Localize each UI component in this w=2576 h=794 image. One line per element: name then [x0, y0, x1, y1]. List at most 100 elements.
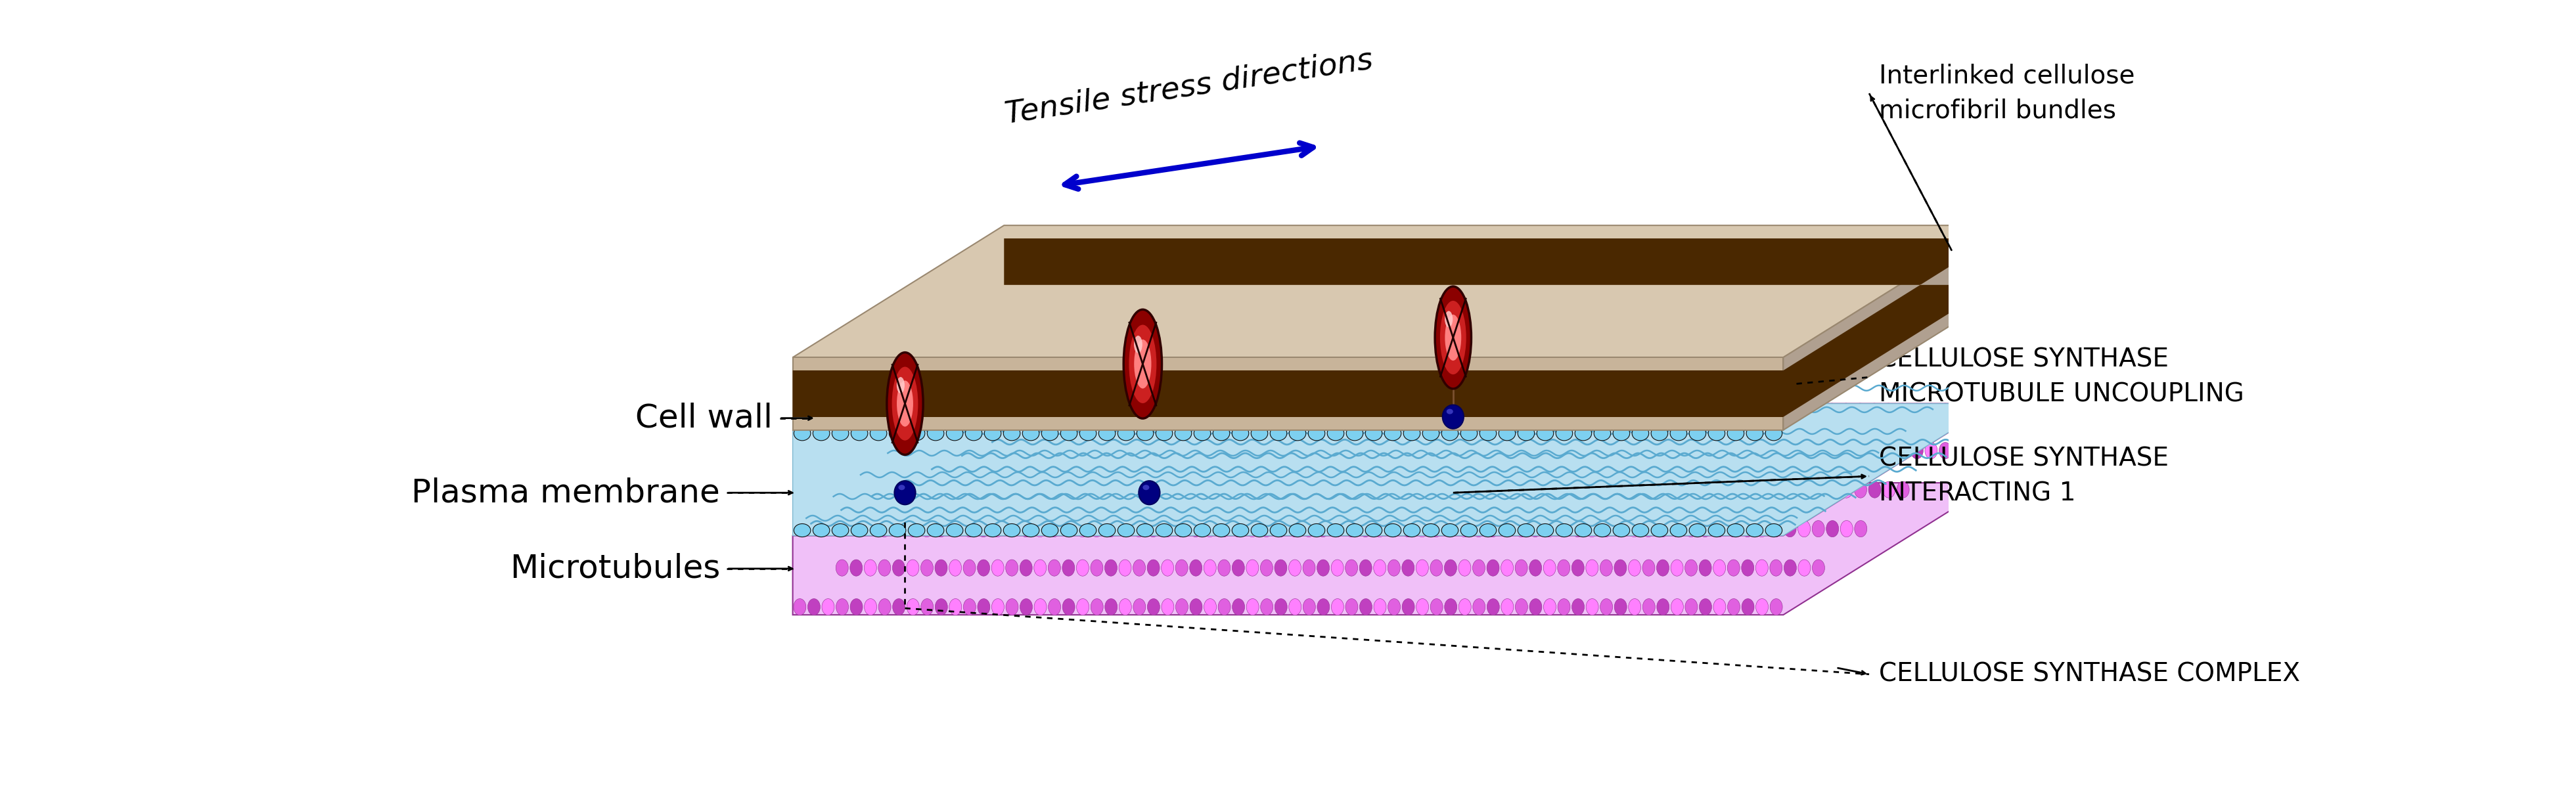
Ellipse shape	[1430, 403, 1443, 420]
Ellipse shape	[1288, 403, 1301, 420]
Ellipse shape	[1672, 560, 1682, 576]
Ellipse shape	[1574, 524, 1592, 537]
Ellipse shape	[1303, 560, 1316, 576]
Ellipse shape	[1515, 521, 1528, 537]
Ellipse shape	[1741, 442, 1754, 459]
Polygon shape	[793, 225, 1994, 357]
Ellipse shape	[1079, 426, 1097, 441]
Ellipse shape	[1868, 481, 1880, 498]
Ellipse shape	[1020, 599, 1033, 615]
Ellipse shape	[976, 599, 989, 615]
Ellipse shape	[1175, 599, 1188, 615]
Ellipse shape	[1123, 310, 1162, 418]
Ellipse shape	[1033, 403, 1046, 420]
Ellipse shape	[1783, 442, 1795, 459]
Ellipse shape	[1231, 403, 1244, 420]
Ellipse shape	[1417, 481, 1427, 498]
Ellipse shape	[1097, 524, 1115, 537]
Ellipse shape	[1486, 442, 1499, 459]
Ellipse shape	[1783, 481, 1795, 498]
Ellipse shape	[793, 599, 806, 615]
Ellipse shape	[984, 426, 1002, 441]
Ellipse shape	[1345, 442, 1358, 459]
Ellipse shape	[1538, 426, 1553, 441]
Ellipse shape	[1981, 403, 1994, 420]
Ellipse shape	[1749, 294, 1765, 309]
Ellipse shape	[1741, 403, 1754, 420]
Ellipse shape	[1473, 481, 1484, 498]
Ellipse shape	[1587, 521, 1597, 537]
Ellipse shape	[1558, 294, 1574, 309]
Ellipse shape	[1118, 524, 1133, 537]
Ellipse shape	[1288, 599, 1301, 615]
Ellipse shape	[1231, 442, 1244, 459]
Ellipse shape	[1162, 442, 1172, 459]
Ellipse shape	[1839, 481, 1852, 498]
Ellipse shape	[1146, 403, 1159, 420]
Ellipse shape	[1430, 521, 1443, 537]
Ellipse shape	[1595, 426, 1610, 441]
Ellipse shape	[866, 599, 876, 615]
Ellipse shape	[1048, 599, 1061, 615]
Ellipse shape	[1883, 403, 1896, 420]
Ellipse shape	[1458, 521, 1471, 537]
Ellipse shape	[1033, 521, 1046, 537]
Ellipse shape	[1048, 560, 1061, 576]
Ellipse shape	[1615, 521, 1625, 537]
Ellipse shape	[1005, 403, 1018, 420]
Ellipse shape	[1556, 524, 1571, 537]
Ellipse shape	[1615, 560, 1625, 576]
Ellipse shape	[1190, 521, 1203, 537]
Ellipse shape	[1651, 524, 1667, 537]
Ellipse shape	[1247, 599, 1260, 615]
Ellipse shape	[1128, 325, 1157, 403]
Ellipse shape	[1139, 481, 1159, 505]
Ellipse shape	[1855, 521, 1868, 537]
Ellipse shape	[1741, 560, 1754, 576]
Ellipse shape	[1316, 403, 1329, 420]
Ellipse shape	[1373, 599, 1386, 615]
Ellipse shape	[1839, 403, 1852, 420]
Ellipse shape	[1798, 403, 1811, 420]
Ellipse shape	[1700, 599, 1710, 615]
Ellipse shape	[1528, 403, 1540, 420]
Ellipse shape	[1020, 560, 1033, 576]
Ellipse shape	[1316, 560, 1329, 576]
Ellipse shape	[1556, 442, 1569, 459]
Ellipse shape	[1288, 481, 1301, 498]
Ellipse shape	[1502, 560, 1512, 576]
Ellipse shape	[837, 599, 848, 615]
Ellipse shape	[1445, 481, 1455, 498]
Ellipse shape	[963, 521, 976, 537]
Ellipse shape	[1121, 294, 1136, 309]
Ellipse shape	[1713, 442, 1726, 459]
Ellipse shape	[1213, 524, 1229, 537]
Ellipse shape	[1105, 599, 1118, 615]
Ellipse shape	[1275, 560, 1288, 576]
Ellipse shape	[1175, 403, 1188, 420]
Ellipse shape	[1118, 521, 1131, 537]
Ellipse shape	[894, 481, 914, 505]
Ellipse shape	[1515, 403, 1528, 420]
Ellipse shape	[1401, 521, 1414, 537]
Ellipse shape	[1244, 403, 1257, 420]
Ellipse shape	[1754, 403, 1767, 420]
Ellipse shape	[1741, 521, 1754, 537]
Ellipse shape	[1698, 442, 1710, 459]
Ellipse shape	[1146, 481, 1159, 498]
Ellipse shape	[1327, 524, 1345, 537]
Ellipse shape	[1061, 524, 1077, 537]
Ellipse shape	[1213, 426, 1229, 441]
Ellipse shape	[992, 442, 1005, 459]
Ellipse shape	[1401, 599, 1414, 615]
Ellipse shape	[1713, 599, 1726, 615]
Ellipse shape	[1628, 403, 1641, 420]
Ellipse shape	[1332, 521, 1342, 537]
Ellipse shape	[902, 415, 907, 419]
Ellipse shape	[1473, 599, 1486, 615]
Ellipse shape	[1332, 599, 1345, 615]
Ellipse shape	[1061, 403, 1074, 420]
Ellipse shape	[1288, 560, 1301, 576]
Ellipse shape	[1133, 403, 1144, 420]
Ellipse shape	[1303, 442, 1314, 459]
